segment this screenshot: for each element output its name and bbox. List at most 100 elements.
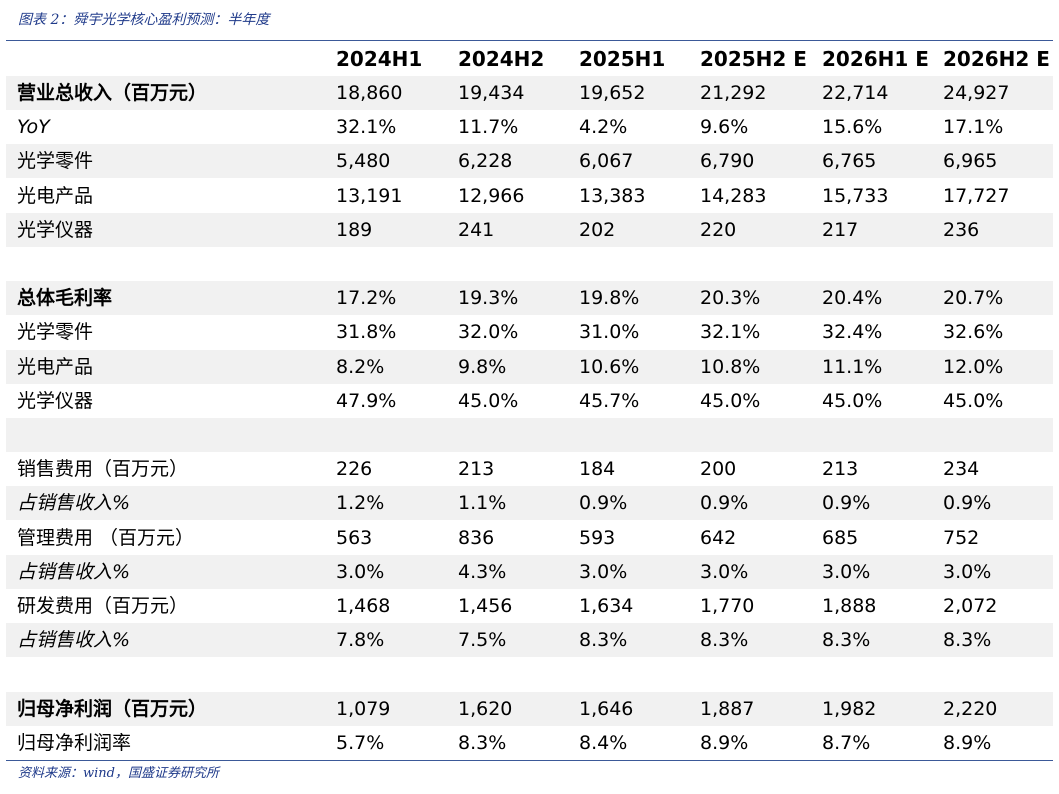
top-rule [6,40,1053,41]
table-cell: 19,434 [458,82,525,104]
table-cell: 0.9% [579,492,628,515]
table-cell: 202 [579,218,616,241]
table-cell: 1,770 [700,595,755,617]
table-cell: 6,965 [943,150,998,173]
table-cell: 14,283 [700,184,767,207]
bottom-rule [6,760,1053,761]
figure-caption: 图表 2：舜宇光学核心盈利预测：半年度 [18,12,270,28]
table-cell: 1,634 [579,595,634,617]
table-row: 占销售收入% 7.8% 7.5% 8.3% 8.3% 8.3% 8.3% [6,623,1053,658]
table-cell: 189 [336,218,373,241]
table-row: 占销售收入% 3.0% 4.3% 3.0% 3.0% 3.0% 3.0% [6,554,1053,589]
table-cell: 8.9% [700,731,749,754]
row-label: 总体毛利率 [17,287,113,310]
table-cell: 1,646 [579,697,634,720]
table-cell: 200 [700,458,737,481]
table-cell: 15.6% [822,116,883,139]
table-cell: 15,733 [822,184,889,207]
column-header: 2024H1 [336,47,423,71]
table-cell: 8.3% [700,629,749,652]
table-cell: 9.6% [700,116,749,139]
table-row: 光学仪器 189 241 202 220 217 236 [6,212,1053,247]
table-cell: 32.4% [822,321,883,344]
row-label: 光电产品 [17,355,94,378]
column-header: 2024H2 [458,47,545,71]
table-cell: 0.9% [822,492,871,515]
column-header: 2026H1 E [822,47,929,71]
table-cell: 12,966 [458,184,525,207]
table-cell: 20.3% [700,287,761,310]
column-header: 2025H1 [579,47,666,71]
table-row: 总体毛利率 17.2% 19.3% 19.8% 20.3% 20.4% 20.7% [6,281,1053,316]
column-header: 2026H2 E [943,47,1050,71]
table-cell: 3.0% [579,560,628,583]
row-label: 光学仪器 [17,389,94,412]
table-cell: 9.8% [458,355,507,378]
table-cell: 220 [700,218,737,241]
row-label: 营业总收入（百万元） [17,82,208,104]
table-cell: 47.9% [336,389,397,412]
column-header: 2025H2 E [700,47,807,71]
table-cell: 8.9% [943,731,992,754]
row-label: 光电产品 [17,184,94,207]
source-note: 资料来源：wind，国盛证券研究所 [18,766,219,781]
table-row: 占销售收入% 1.2% 1.1% 0.9% 0.9% 0.9% 0.9% [6,486,1053,521]
table-cell: 20.4% [822,287,883,310]
table-cell: 3.0% [822,560,871,583]
table-cell: 11.7% [458,116,519,139]
table-cell: 6,067 [579,150,634,173]
table-cell: 226 [336,458,373,481]
table-cell: 22,714 [822,82,889,104]
table-cell: 2,220 [943,697,998,720]
table-cell: 1,887 [700,697,755,720]
table-cell: 19,652 [579,82,646,104]
row-label: 归母净利润（百万元） [17,697,208,720]
table-cell: 184 [579,458,616,481]
table-cell: 45.0% [458,389,519,412]
table-cell: 5.7% [336,731,385,754]
table-row: 光学零件 31.8% 32.0% 31.0% 32.1% 32.4% 32.6% [6,315,1053,349]
table-cell: 24,927 [943,82,1010,104]
table-cell: 4.2% [579,116,628,139]
table-cell: 0.9% [700,492,749,515]
table-row: 销售费用（百万元） 226 213 184 200 213 234 [6,452,1053,486]
row-label: 光学零件 [17,321,94,344]
table-cell: 1,468 [336,595,391,617]
row-label: 占销售收入% [17,629,131,652]
table-row: 光电产品 13,191 12,966 13,383 14,283 15,733 17,727 [6,179,1053,213]
table-cell: 13,191 [336,184,403,207]
table-cell: 213 [458,458,495,481]
table-cell: 45.0% [943,389,1004,412]
table-row [6,247,1053,281]
table-cell: 17.2% [336,287,397,310]
table-cell: 6,765 [822,150,877,173]
table-row: YoY 32.1% 11.7% 4.2% 9.6% 15.6% 17.1% [6,110,1053,144]
table-cell: 1,456 [458,595,513,617]
table-cell: 6,790 [700,150,755,173]
table-cell: 3.0% [943,560,992,583]
table-cell: 10.8% [700,355,761,378]
table-cell: 8.3% [458,731,507,754]
table-cell: 6,228 [458,150,513,173]
table-row: 光学零件 5,480 6,228 6,067 6,790 6,765 6,965 [6,144,1053,179]
table-cell: 8.3% [579,629,628,652]
table-cell: 32.1% [336,116,397,139]
table-cell: 685 [822,526,859,549]
row-label: 销售费用（百万元） [17,458,189,481]
table-cell: 21,292 [700,82,767,104]
table-cell: 13,383 [579,184,646,207]
table-cell: 213 [822,458,859,481]
table-cell: 8.3% [822,629,871,652]
table-cell: 31.8% [336,321,397,344]
table-cell: 752 [943,526,980,549]
table-cell: 3.0% [336,560,385,583]
table-cell: 12.0% [943,355,1004,378]
table-cell: 45.0% [700,389,761,412]
row-label: 占销售收入% [17,492,131,515]
table-cell: 642 [700,526,737,549]
table-cell: 1,620 [458,697,513,720]
row-label: 光学零件 [17,150,94,173]
table-cell: 31.0% [579,321,640,344]
row-label: 管理费用 （百万元） [17,526,195,549]
row-label: 光学仪器 [17,218,94,241]
